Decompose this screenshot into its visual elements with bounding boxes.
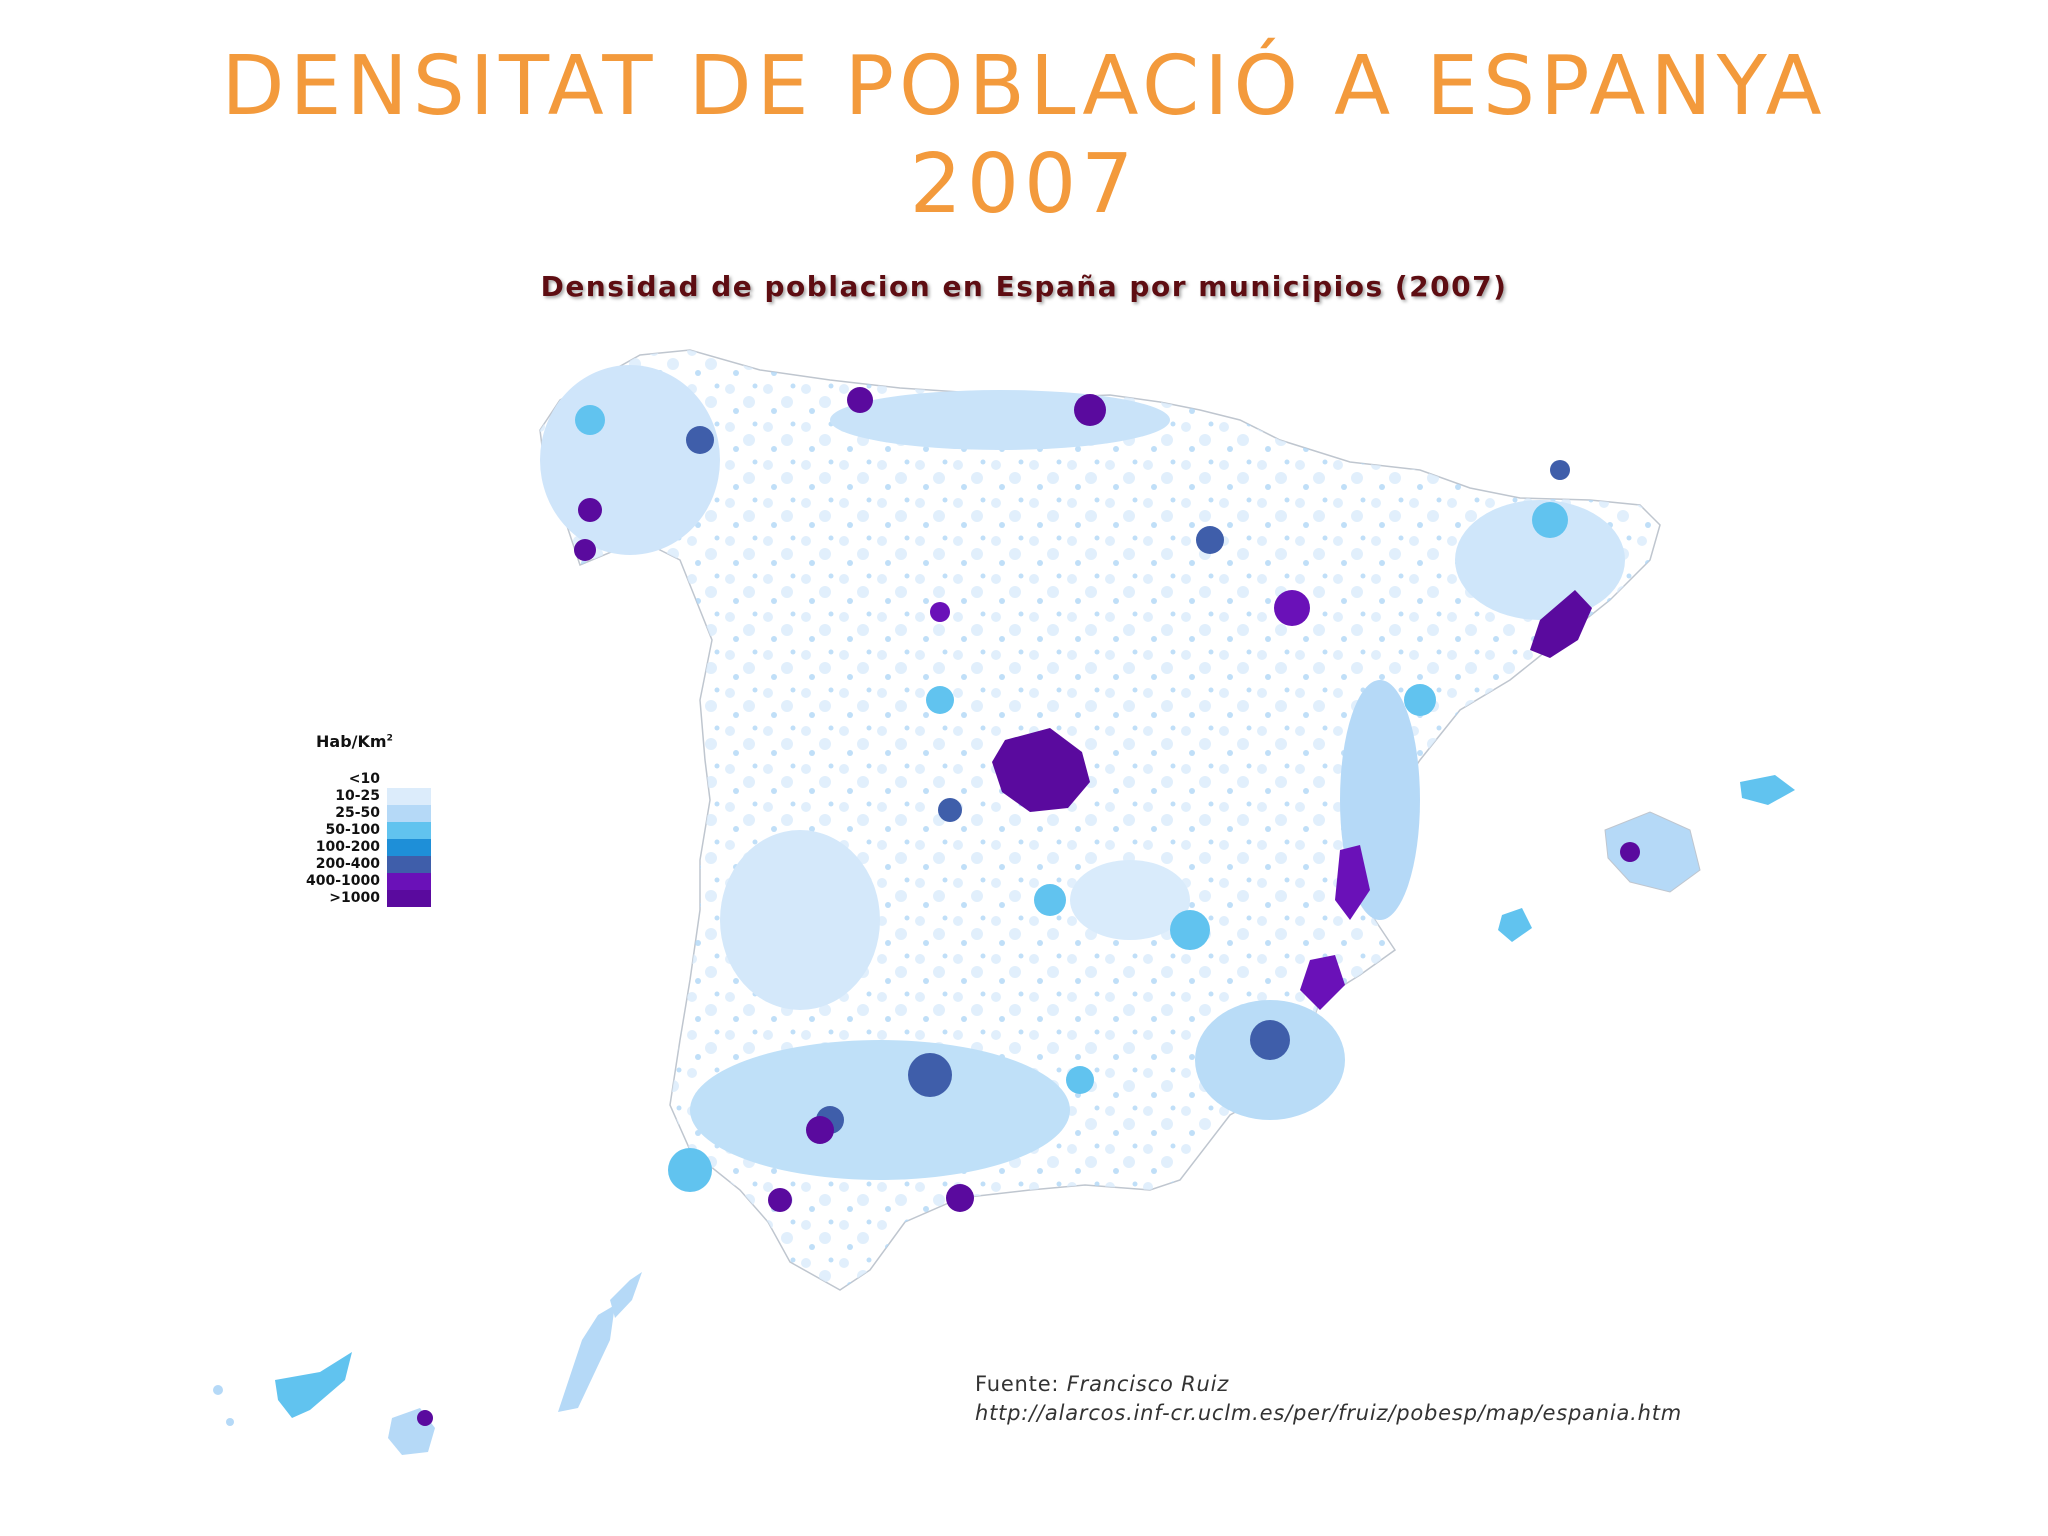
slide-title: DENSITAT DE POBLACIÓ A ESPANYA 2007 xyxy=(0,38,2048,234)
legend-label: 10-25 xyxy=(335,788,380,804)
legend-swatch xyxy=(387,873,431,890)
cadiz-coast-area xyxy=(768,1188,792,1212)
legend-label: 100-200 xyxy=(315,839,380,855)
cyan-patch xyxy=(1404,684,1436,716)
legend-row: 50-100 xyxy=(300,822,431,839)
source-url: http://alarcos.inf-cr.uclm.es/per/fruiz/… xyxy=(975,1401,1683,1425)
mid-density-patch xyxy=(1550,460,1570,480)
cyan-patch xyxy=(926,686,954,714)
map-legend: Hab/Km2 <10 10-25 25-50 50-100 100-200 200-40… xyxy=(300,732,431,907)
manchego-patch xyxy=(1070,860,1190,940)
legend-title-sup: 2 xyxy=(386,733,393,744)
legend-swatch xyxy=(387,890,431,907)
legend-swatch xyxy=(387,805,431,822)
la-palma-island xyxy=(213,1385,223,1395)
source-author: Francisco Ruiz xyxy=(1066,1372,1230,1396)
legend-swatch xyxy=(387,856,431,873)
seville-metro-area xyxy=(806,1116,834,1144)
alicante-coast-area xyxy=(1300,955,1345,1010)
a-coruna-area xyxy=(578,498,602,522)
legend-label: 50-100 xyxy=(325,822,380,838)
valencia-coast-area xyxy=(1335,845,1370,920)
extremadura-region xyxy=(720,830,880,1010)
legend-title: Hab/Km2 xyxy=(316,732,393,751)
legend-row: >1000 xyxy=(300,890,431,907)
mid-density-patch xyxy=(938,798,962,822)
palma-area xyxy=(1620,842,1640,862)
mid-density-patch xyxy=(686,426,714,454)
legend-row: 25-50 xyxy=(300,805,431,822)
source-credit: Fuente: Francisco Ruiz http://alarcos.in… xyxy=(975,1370,1682,1428)
legend-row: <10 xyxy=(300,771,431,788)
legend-swatch xyxy=(387,771,431,788)
barcelona-metro-area xyxy=(1530,590,1592,658)
map-caption: Densidad de poblacion en España por muni… xyxy=(540,270,1508,303)
legend-label: 400-1000 xyxy=(306,873,380,889)
slide-title-line2: 2007 xyxy=(909,137,1139,232)
cyan-patch xyxy=(1066,1066,1094,1094)
legend-swatch xyxy=(387,788,431,805)
vigo-area xyxy=(574,539,596,561)
zaragoza-metro-area xyxy=(1274,590,1310,626)
legend-swatch xyxy=(387,839,431,856)
legend-swatch xyxy=(387,822,431,839)
malaga-coast-area xyxy=(946,1184,974,1212)
cyan-patch xyxy=(1532,502,1568,538)
mallorca-island xyxy=(1604,811,1701,893)
la-gomera-island xyxy=(226,1418,234,1426)
legend-label: >1000 xyxy=(329,890,380,906)
mid-density-patch xyxy=(1250,1020,1290,1060)
tenerife-island xyxy=(275,1352,352,1418)
galicia-region xyxy=(540,365,720,555)
ibiza-island xyxy=(1498,908,1532,942)
cantabrian-region xyxy=(830,390,1170,450)
legend-label: 25-50 xyxy=(335,805,380,821)
cyan-patch xyxy=(575,405,605,435)
madrid-metro-area xyxy=(992,728,1090,812)
valladolid-area xyxy=(930,602,950,622)
lanzarote-island xyxy=(610,1272,642,1318)
cyan-patch xyxy=(668,1148,712,1192)
legend-label: <10 xyxy=(348,771,380,787)
asturias-metro-area xyxy=(847,387,873,413)
source-label: Fuente: xyxy=(975,1372,1060,1396)
las-palmas-area xyxy=(417,1410,433,1426)
fuerteventura-island xyxy=(558,1305,615,1412)
legend-label: 200-400 xyxy=(315,856,380,872)
bilbao-metro-area xyxy=(1074,394,1106,426)
cyan-patch xyxy=(1170,910,1210,950)
cyan-patch xyxy=(1034,884,1066,916)
legend-rows: <10 10-25 25-50 50-100 100-200 200-400 400-100… xyxy=(300,771,431,907)
mid-density-patch xyxy=(1196,526,1224,554)
mid-density-patch xyxy=(908,1053,952,1097)
slide-title-line1: DENSITAT DE POBLACIÓ A ESPANYA xyxy=(221,39,1827,134)
catalonia-region xyxy=(1455,500,1625,620)
legend-row: 10-25 xyxy=(300,788,431,805)
andalusia-region xyxy=(690,1040,1070,1180)
legend-row: 400-1000 xyxy=(300,873,431,890)
menorca-island xyxy=(1740,775,1795,805)
legend-row: 200-400 xyxy=(300,856,431,873)
legend-row: 100-200 xyxy=(300,839,431,856)
